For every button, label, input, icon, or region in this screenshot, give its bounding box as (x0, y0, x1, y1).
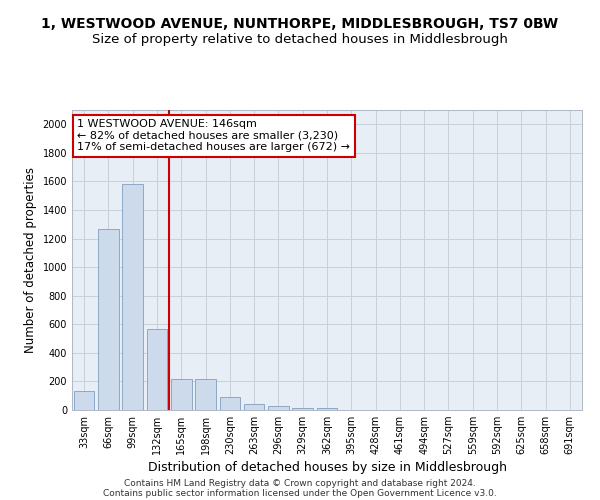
Bar (195, 380, 216, 410)
Text: 1 WESTWOOD AVENUE: 146sqm
← 82% of detached houses are smaller (3,230)
17% of se: 1 WESTWOOD AVENUE: 146sqm ← 82% of detac… (77, 119, 350, 152)
Y-axis label: Number of detached properties: Number of detached properties (24, 167, 37, 353)
Bar (292, 408, 313, 410)
Bar (98, 228, 119, 410)
Text: Contains HM Land Registry data © Crown copyright and database right 2024.: Contains HM Land Registry data © Crown c… (124, 478, 476, 488)
Bar (244, 404, 265, 410)
X-axis label: Distribution of detached houses by size in Middlesbrough: Distribution of detached houses by size … (148, 462, 506, 474)
Bar (122, 184, 143, 410)
Bar (146, 328, 167, 410)
Bar (317, 408, 337, 410)
Bar (268, 406, 289, 410)
Text: Contains public sector information licensed under the Open Government Licence v3: Contains public sector information licen… (103, 488, 497, 498)
Bar (220, 397, 240, 410)
Bar (171, 378, 191, 410)
Text: 1, WESTWOOD AVENUE, NUNTHORPE, MIDDLESBROUGH, TS7 0BW: 1, WESTWOOD AVENUE, NUNTHORPE, MIDDLESBR… (41, 18, 559, 32)
Text: Size of property relative to detached houses in Middlesbrough: Size of property relative to detached ho… (92, 32, 508, 46)
Bar (74, 392, 94, 410)
